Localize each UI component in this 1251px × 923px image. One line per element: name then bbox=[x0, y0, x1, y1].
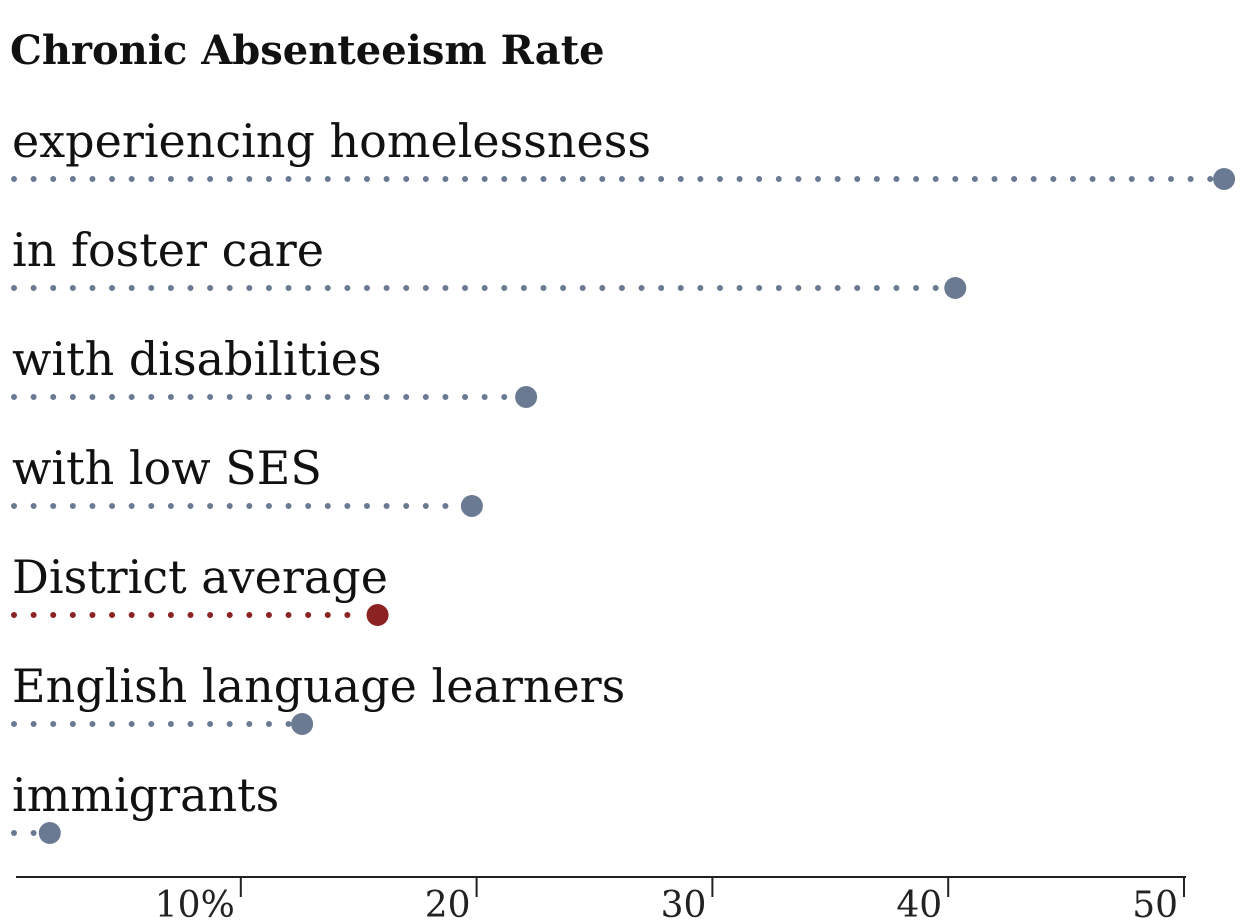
x-tick-label-20: 20 bbox=[425, 885, 471, 923]
row-label-in-foster-care: in foster care bbox=[12, 223, 324, 277]
data-point-in-foster-care bbox=[944, 277, 967, 299]
row-label-english-language-learners: English language learners bbox=[12, 659, 625, 713]
x-tick-label-40: 40 bbox=[896, 885, 942, 923]
data-point-district-average bbox=[366, 604, 389, 626]
row-label-district-average: District average bbox=[12, 550, 388, 604]
row-label-immigrants: immigrants bbox=[12, 768, 279, 822]
row-in-foster-care: in foster care bbox=[11, 223, 967, 299]
row-district-average: District average bbox=[11, 550, 389, 626]
row-with-low-ses: with low SES bbox=[11, 441, 483, 517]
data-point-english-language-learners bbox=[291, 713, 314, 735]
chart-title: Chronic Absenteeism Rate bbox=[10, 27, 605, 74]
x-axis: 10% 20 30 40 50 bbox=[16, 876, 1186, 923]
data-point-immigrants bbox=[38, 822, 61, 844]
row-english-language-learners: English language learners bbox=[11, 659, 625, 735]
dot-rows: experiencing homelessness in foster care w… bbox=[11, 114, 1236, 844]
x-tick-label-50: 50 bbox=[1132, 885, 1178, 923]
row-label-experiencing-homelessness: experiencing homelessness bbox=[12, 114, 651, 168]
row-immigrants: immigrants bbox=[11, 768, 279, 844]
x-tick-label-30: 30 bbox=[661, 885, 707, 923]
data-point-with-disabilities bbox=[515, 386, 538, 408]
row-experiencing-homelessness: experiencing homelessness bbox=[11, 114, 1236, 190]
data-point-with-low-ses bbox=[460, 495, 483, 517]
row-with-disabilities: with disabilities bbox=[11, 332, 538, 408]
row-label-with-low-ses: with low SES bbox=[12, 441, 322, 495]
data-point-experiencing-homelessness bbox=[1213, 168, 1236, 190]
row-label-with-disabilities: with disabilities bbox=[12, 332, 382, 386]
x-tick-label-10: 10% bbox=[155, 885, 235, 923]
